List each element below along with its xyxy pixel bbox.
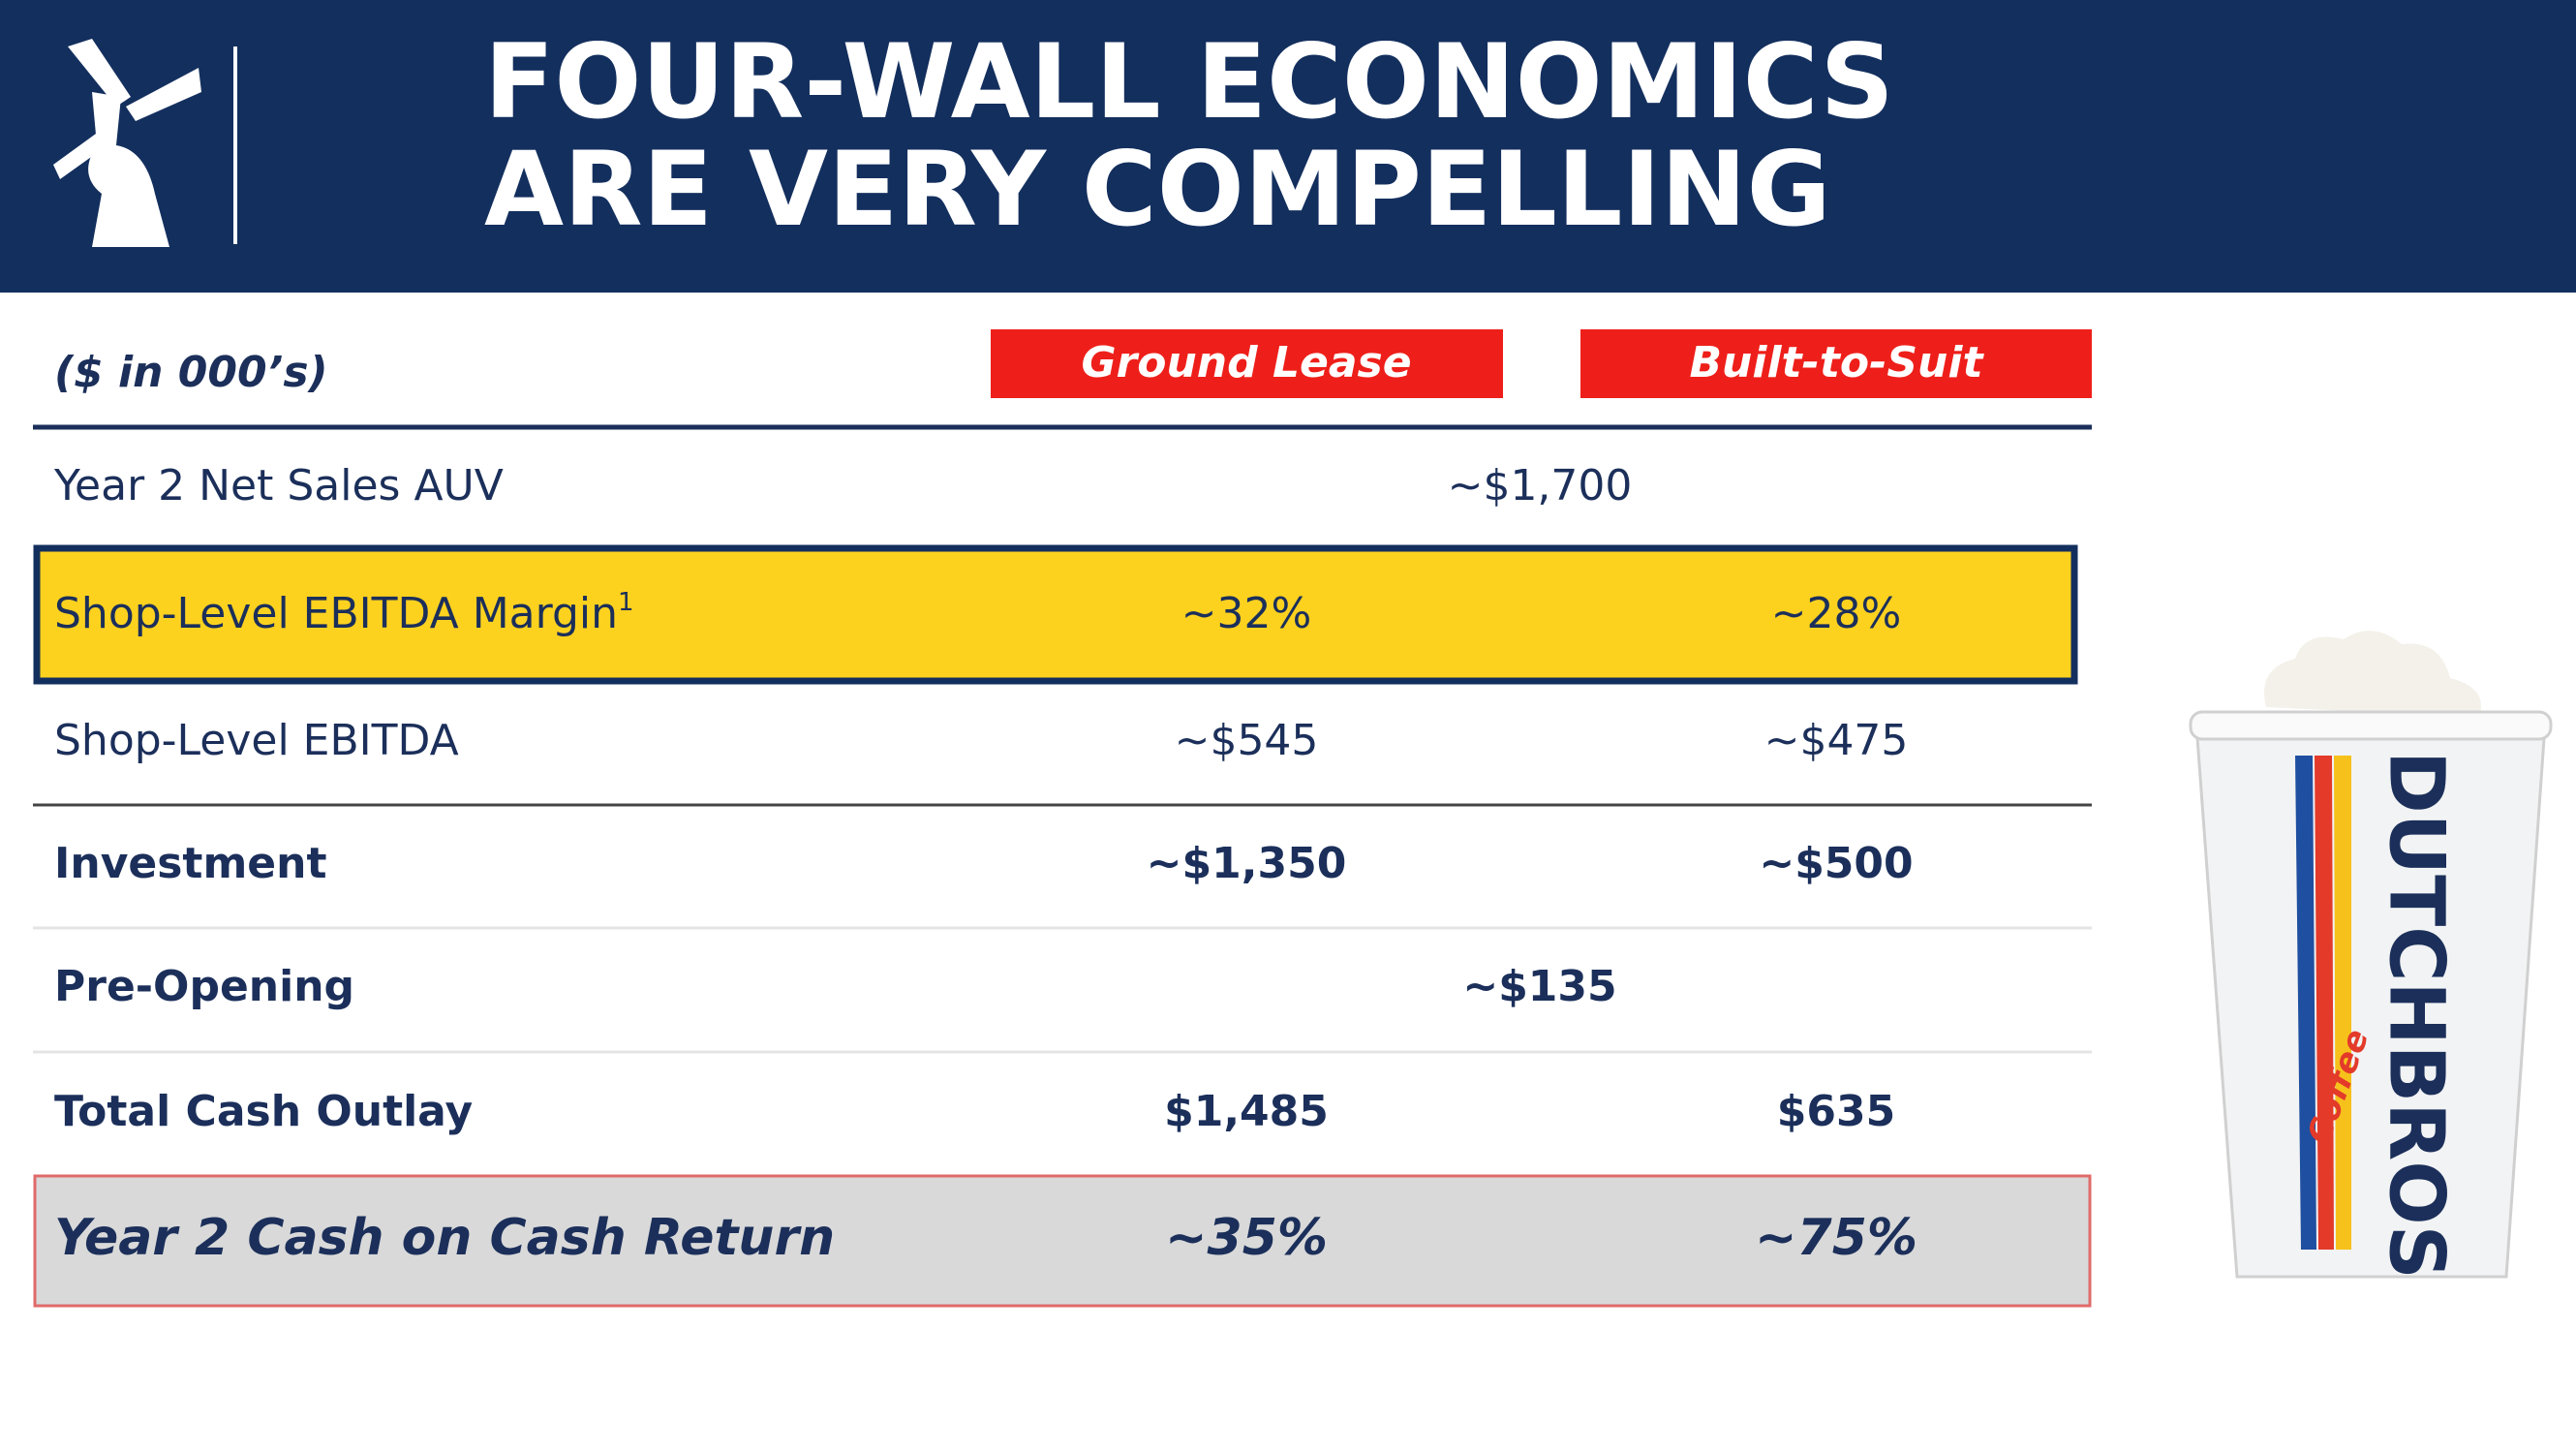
result-row <box>33 1174 2092 1308</box>
row-label-text: Shop-Level EBITDA Margin <box>54 589 618 638</box>
row-label-text: Year 2 Net Sales AUV <box>53 461 504 510</box>
highlight-row <box>33 544 2078 685</box>
row-label-text: Year 2 Cash on Cash Return <box>54 1209 835 1267</box>
column-header-box <box>1580 329 2092 398</box>
cell-value: ~$500 <box>1759 839 1913 888</box>
row-label: Investment <box>54 839 327 888</box>
row-label: Year 2 Cash on Cash Return <box>54 1209 835 1267</box>
column-header-box <box>991 329 1503 398</box>
cell-value: ~$545 <box>1175 716 1319 765</box>
header-bar <box>0 0 2576 293</box>
row-label-text: Investment <box>54 839 327 888</box>
cell-value: ~28% <box>1771 589 1902 638</box>
cell-value: ~35% <box>1165 1209 1328 1267</box>
cup: DUTCHBROS Coffee <box>2189 631 2553 1280</box>
row-label: Pre-Opening <box>54 962 354 1011</box>
row-label: Year 2 Net Sales AUV <box>53 461 504 510</box>
row-label-text: Shop-Level EBITDA <box>54 716 459 765</box>
row-label: Shop-Level EBITDA <box>54 716 459 765</box>
logo <box>53 39 201 247</box>
column-header: Ground Lease <box>1081 338 1411 387</box>
units-label: ($ in 000’s) <box>54 348 328 397</box>
cell-value: ~$1,350 <box>1147 839 1347 888</box>
cell-value: ~$135 <box>1462 962 1616 1011</box>
cell-value: ~75% <box>1755 1209 1917 1267</box>
title-line: ARE VERY COMPELLING <box>484 130 1831 249</box>
title-line: FOUR-WALL ECONOMICS <box>484 22 1894 141</box>
cell-value: ~$1,700 <box>1448 461 1633 510</box>
cup-brand: DUTCHBROS <box>2373 751 2460 1280</box>
row-label-text: Pre-Opening <box>54 962 354 1011</box>
cell-value: ~$475 <box>1764 716 1909 765</box>
row-label: Shop-Level EBITDA Margin1 <box>54 588 634 639</box>
footnote-mark: 1 <box>618 588 634 617</box>
row-label: Total Cash Outlay <box>54 1087 473 1136</box>
cell-value: ~32% <box>1181 589 1312 638</box>
row-label-text: Total Cash Outlay <box>54 1087 473 1136</box>
column-header: Built-to-Suit <box>1690 338 1985 387</box>
cell-value: $1,485 <box>1164 1087 1329 1136</box>
cell-value: $635 <box>1777 1087 1895 1136</box>
